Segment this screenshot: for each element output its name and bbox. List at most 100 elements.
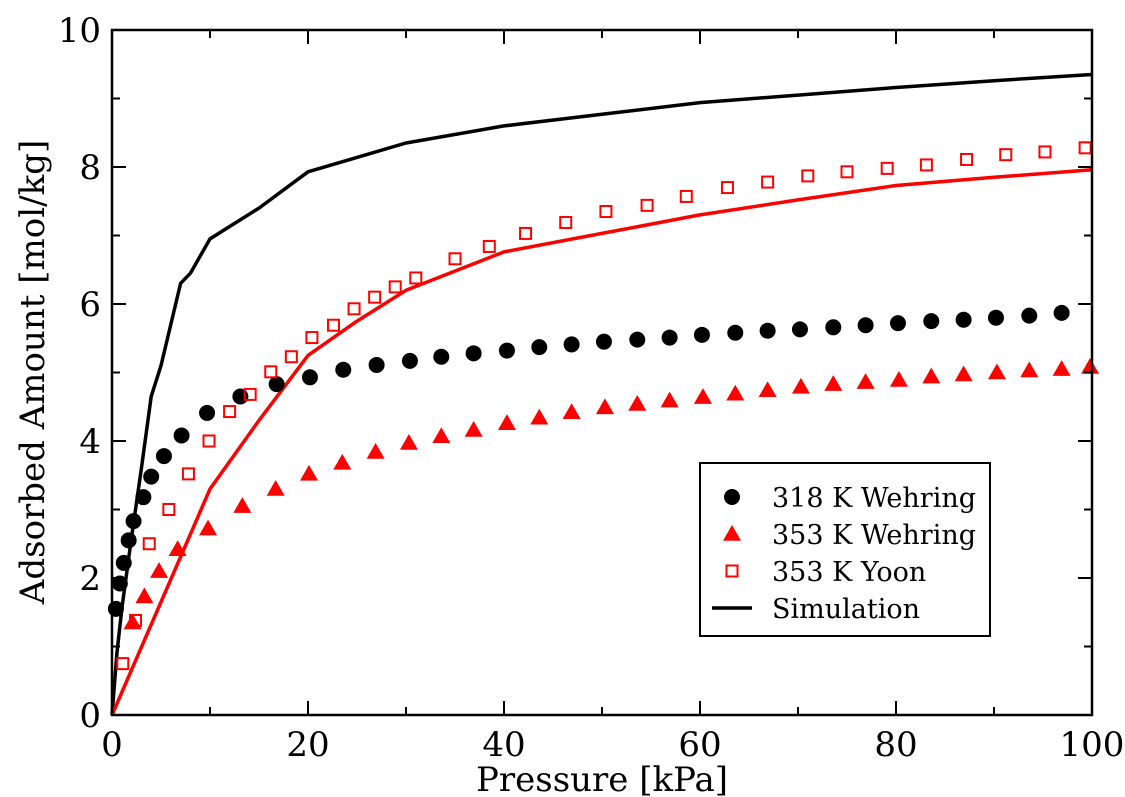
point-318-k-wehring [825, 319, 842, 336]
legend-label-simulation: Simulation [772, 594, 920, 625]
point-318-k-wehring [923, 313, 940, 330]
point-353-k-wehring [233, 497, 252, 513]
point-353-k-wehring [199, 519, 218, 536]
point-353-k-yoon [761, 175, 775, 189]
point-353-k-yoon [880, 161, 894, 175]
x-tick-label: 40 [482, 725, 525, 765]
legend-label-353-k-wehring: 353 K Wehring [772, 520, 976, 551]
series-line-simulation [110, 72, 1093, 716]
x-tick-label: 100 [1060, 725, 1125, 765]
point-318-k-wehring [955, 311, 972, 328]
point-353-k-yoon [388, 280, 402, 294]
x-tick-label: 60 [678, 725, 721, 765]
point-353-k-wehring [954, 365, 973, 382]
y-tick-label: 0 [79, 696, 101, 736]
point-353-k-wehring [1081, 358, 1100, 374]
point-353-k-wehring [497, 414, 516, 430]
y-tick-label: 6 [79, 285, 101, 325]
legend-swatch-353-k-yoon [725, 564, 739, 578]
point-353-k-wehring [660, 391, 679, 408]
point-353-k-yoon [409, 271, 423, 285]
point-353-k-yoon [223, 405, 237, 419]
point-353-k-wehring [366, 442, 385, 459]
point-353-k-wehring [824, 375, 843, 391]
data-layer [107, 72, 1100, 716]
point-318-k-wehring [135, 489, 152, 506]
point-353-k-wehring [758, 381, 777, 398]
point-353-k-yoon [368, 290, 382, 304]
point-353-k-yoon [679, 189, 693, 203]
point-318-k-wehring [199, 404, 216, 421]
point-353-k-wehring [266, 479, 285, 496]
point-318-k-wehring [498, 342, 515, 359]
point-353-k-yoon [305, 331, 319, 345]
point-318-k-wehring [433, 348, 450, 365]
point-353-k-yoon [448, 252, 462, 266]
point-353-k-wehring [399, 434, 418, 450]
point-353-k-wehring [333, 453, 352, 470]
point-353-k-wehring [791, 377, 810, 394]
point-353-k-yoon [116, 657, 130, 671]
legend-swatch-318-k-wehring [724, 489, 740, 505]
point-353-k-wehring [530, 408, 549, 425]
point-353-k-wehring [135, 587, 154, 604]
point-318-k-wehring [1021, 307, 1038, 324]
tick-labels: 0 20 40 60 80 100 0 2 4 6 8 10 [58, 11, 1125, 765]
x-tick-label: 0 [101, 725, 123, 765]
point-318-k-wehring [531, 339, 548, 356]
point-353-k-yoon [264, 365, 278, 379]
point-318-k-wehring [563, 336, 580, 353]
series-line-simulation-353k [110, 167, 1093, 716]
legend-items: 318 K Wehring 353 K Wehring 353 K Yoon Simu… [712, 483, 976, 625]
point-353-k-yoon [960, 152, 974, 166]
x-tick-label: 20 [286, 725, 329, 765]
point-318-k-wehring [661, 329, 678, 346]
point-353-k-yoon [326, 318, 340, 332]
point-318-k-wehring [595, 333, 612, 350]
point-353-k-yoon [840, 165, 854, 179]
axis-ticks [111, 29, 1093, 716]
point-318-k-wehring [301, 369, 318, 386]
y-tick-label: 10 [58, 11, 101, 51]
point-353-k-yoon [284, 350, 298, 364]
point-353-k-wehring [856, 373, 875, 389]
point-318-k-wehring [107, 600, 124, 617]
point-353-k-wehring [432, 427, 451, 443]
point-318-k-wehring [1053, 304, 1070, 321]
y-tick-label: 4 [79, 422, 101, 462]
point-353-k-wehring [1020, 361, 1039, 378]
legend-swatch-353-k-wehring [723, 525, 741, 541]
point-353-k-wehring [726, 384, 745, 401]
point-353-k-wehring [922, 367, 941, 384]
point-353-k-yoon [181, 467, 195, 481]
point-318-k-wehring [368, 356, 385, 373]
point-318-k-wehring [143, 468, 160, 485]
point-353-k-wehring [168, 540, 187, 556]
point-318-k-wehring [335, 361, 352, 378]
point-318-k-wehring [115, 554, 132, 571]
point-353-k-yoon [519, 226, 533, 240]
y-tick-label: 2 [79, 559, 101, 599]
point-353-k-wehring [1052, 360, 1071, 376]
point-353-k-yoon [202, 434, 216, 448]
point-318-k-wehring [111, 575, 128, 592]
point-353-k-yoon [347, 302, 361, 316]
point-318-k-wehring [889, 315, 906, 332]
x-tick-label: 80 [874, 725, 917, 765]
legend-label-318-k-wehring: 318 K Wehring [772, 483, 976, 514]
point-353-k-yoon [1038, 145, 1052, 159]
point-353-k-yoon [482, 239, 496, 253]
point-318-k-wehring [987, 309, 1004, 326]
point-318-k-wehring [268, 376, 285, 393]
point-318-k-wehring [727, 324, 744, 341]
point-353-k-wehring [987, 363, 1006, 380]
legend: 318 K Wehring 353 K Wehring 353 K Yoon Simu… [699, 462, 991, 637]
point-318-k-wehring [173, 427, 190, 444]
point-318-k-wehring [120, 532, 137, 549]
point-353-k-yoon [243, 387, 257, 401]
point-353-k-yoon [919, 158, 933, 172]
point-353-k-wehring [693, 388, 712, 404]
point-353-k-yoon [142, 537, 156, 551]
point-318-k-wehring [857, 317, 874, 334]
